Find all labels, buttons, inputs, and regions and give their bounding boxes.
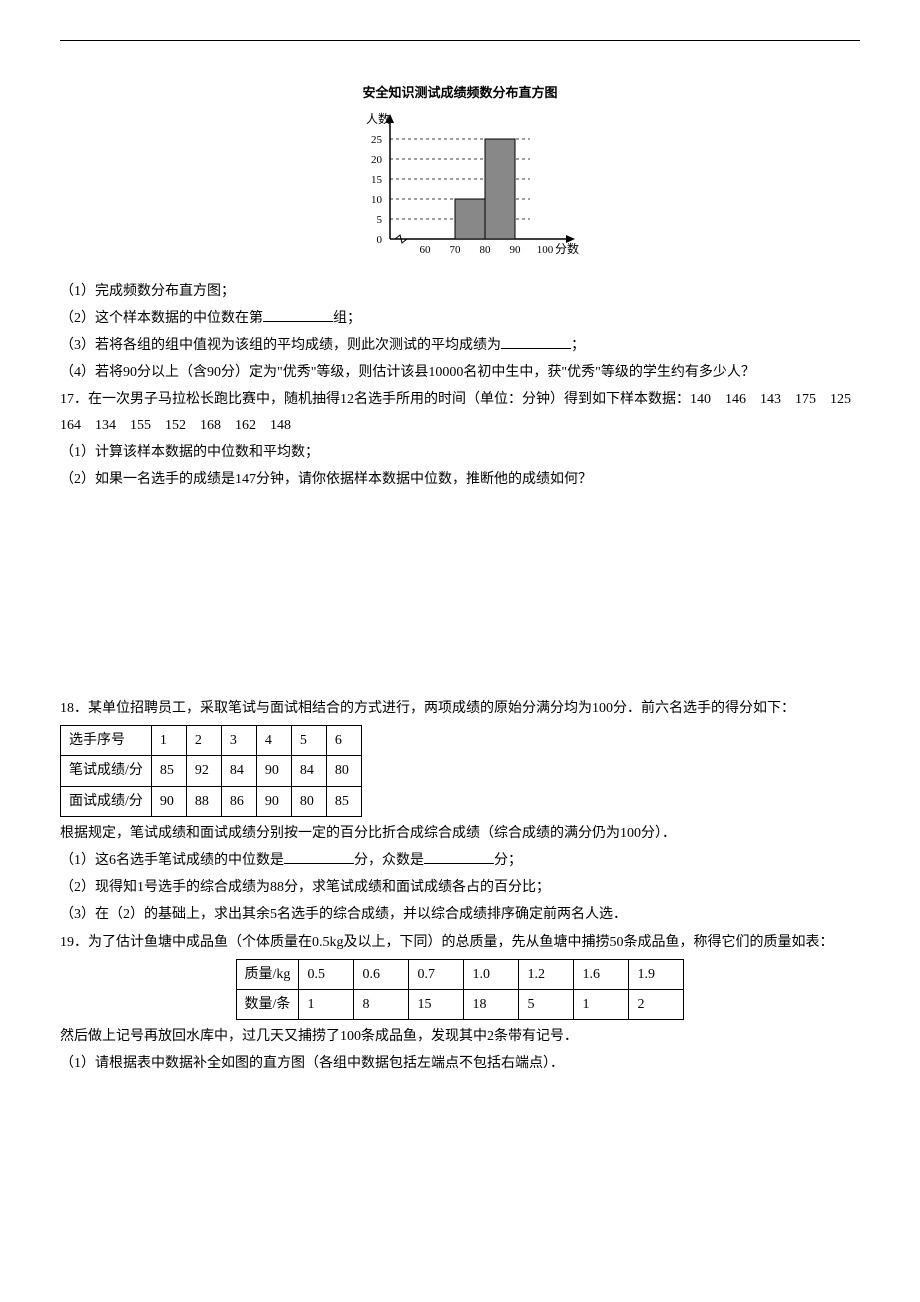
blank (424, 850, 494, 864)
histogram-container: 0 5 10 15 20 25 60 70 80 90 100 人数 分数 (330, 109, 590, 259)
q19-intro: 19．为了估计鱼塘中成品鱼（个体质量在0.5kg及以上，下同）的总质量，先从鱼塘… (60, 930, 860, 955)
table-cell: 84 (221, 756, 256, 786)
table-cell: 1.6 (574, 959, 629, 989)
svg-text:70: 70 (450, 244, 462, 256)
table-row: 数量/条181518512 (236, 989, 684, 1019)
table-row: 笔试成绩/分859284908480 (61, 756, 362, 786)
q16-2: （2）这个样本数据的中位数在第组； (60, 306, 860, 331)
q18-2: （2）现得知1号选手的综合成绩为88分，求笔试成绩和面试成绩各占的百分比； (60, 875, 860, 900)
svg-text:分数: 分数 (555, 241, 579, 256)
table-cell: 3 (221, 726, 256, 756)
table-cell: 80 (291, 786, 326, 816)
spacing-gap (60, 494, 860, 694)
q18-1: （1）这6名选手笔试成绩的中位数是分，众数是分； (60, 848, 860, 873)
q16-1: （1）完成频数分布直方图； (60, 279, 860, 304)
table-row: 选手序号123456 (61, 726, 362, 756)
q17-2: （2）如果一名选手的成绩是147分钟，请你依据样本数据中位数，推断他的成绩如何？ (60, 467, 860, 492)
table-cell: 85 (151, 756, 186, 786)
svg-text:80: 80 (480, 244, 492, 256)
svg-text:5: 5 (377, 214, 383, 226)
svg-text:90: 90 (510, 244, 522, 256)
q17-intro: 17．在一次男子马拉松长跑比赛中，随机抽得12名选手所用的时间（单位：分钟）得到… (60, 387, 860, 437)
q19-after: 然后做上记号再放回水库中，过几天又捕捞了100条成品鱼，发现其中2条带有记号． (60, 1024, 860, 1049)
svg-text:0: 0 (377, 234, 383, 246)
table-cell: 0.6 (354, 959, 409, 989)
table-cell: 18 (464, 989, 519, 1019)
table-row: 质量/kg0.50.60.71.01.21.61.9 (236, 959, 684, 989)
table-cell: 质量/kg (236, 959, 299, 989)
table-cell: 1.9 (629, 959, 684, 989)
blank (284, 850, 354, 864)
q18-intro: 18．某单位招聘员工，采取笔试与面试相结合的方式进行，两项成绩的原始分满分均为1… (60, 696, 860, 721)
table-cell: 1.2 (519, 959, 574, 989)
top-divider (60, 40, 860, 41)
table-cell: 5 (291, 726, 326, 756)
q19-1: （1）请根据表中数据补全如图的直方图（各组中数据包括左端点不包括右端点）． (60, 1051, 860, 1076)
q19-table: 质量/kg0.50.60.71.01.21.61.9数量/条181518512 (236, 959, 685, 1020)
table-cell: 86 (221, 786, 256, 816)
table-cell: 92 (186, 756, 221, 786)
table-cell: 0.5 (299, 959, 354, 989)
svg-text:10: 10 (371, 194, 383, 206)
table-cell: 1.0 (464, 959, 519, 989)
table-cell: 1 (299, 989, 354, 1019)
table-cell: 90 (151, 786, 186, 816)
histogram-section: 安全知识测试成绩频数分布直方图 0 5 10 15 20 25 60 70 80 (60, 81, 860, 269)
table-cell: 88 (186, 786, 221, 816)
content-body: （1）完成频数分布直方图； （2）这个样本数据的中位数在第组； （3）若将各组的… (60, 279, 860, 1077)
table-cell: 15 (409, 989, 464, 1019)
q18-table: 选手序号123456笔试成绩/分859284908480面试成绩/分908886… (60, 725, 362, 817)
table-cell: 0.7 (409, 959, 464, 989)
table-cell: 4 (256, 726, 291, 756)
table-cell: 1 (574, 989, 629, 1019)
table-cell: 8 (354, 989, 409, 1019)
table-cell: 2 (629, 989, 684, 1019)
q16-4: （4）若将90分以上（含90分）定为"优秀"等级，则估计该县10000名初中生中… (60, 360, 860, 385)
svg-text:人数: 人数 (366, 111, 390, 126)
svg-text:15: 15 (371, 174, 383, 186)
table-cell: 84 (291, 756, 326, 786)
table-cell: 6 (326, 726, 361, 756)
table-cell: 数量/条 (236, 989, 299, 1019)
svg-text:100: 100 (537, 244, 554, 256)
table-cell: 5 (519, 989, 574, 1019)
q17-1: （1）计算该样本数据的中位数和平均数； (60, 440, 860, 465)
svg-text:25: 25 (371, 134, 383, 146)
table-cell: 1 (151, 726, 186, 756)
histogram-chart: 0 5 10 15 20 25 60 70 80 90 100 人数 分数 (330, 109, 590, 259)
table-row: 面试成绩/分908886908085 (61, 786, 362, 816)
table-cell: 面试成绩/分 (61, 786, 152, 816)
table-cell: 90 (256, 786, 291, 816)
table-cell: 选手序号 (61, 726, 152, 756)
histogram-title: 安全知识测试成绩频数分布直方图 (60, 81, 860, 104)
table-cell: 80 (326, 756, 361, 786)
blank (501, 335, 571, 349)
svg-text:60: 60 (420, 244, 432, 256)
blank (263, 308, 333, 322)
table-cell: 85 (326, 786, 361, 816)
table-cell: 2 (186, 726, 221, 756)
svg-text:20: 20 (371, 154, 383, 166)
q18-3: （3）在（2）的基础上，求出其余5名选手的综合成绩，并以综合成绩排序确定前两名人… (60, 902, 860, 927)
q16-3: （3）若将各组的组中值视为该组的平均成绩，则此次测试的平均成绩为； (60, 333, 860, 358)
table-cell: 笔试成绩/分 (61, 756, 152, 786)
table-cell: 90 (256, 756, 291, 786)
q18-after: 根据规定，笔试成绩和面试成绩分别按一定的百分比折合成综合成绩（综合成绩的满分仍为… (60, 821, 860, 846)
